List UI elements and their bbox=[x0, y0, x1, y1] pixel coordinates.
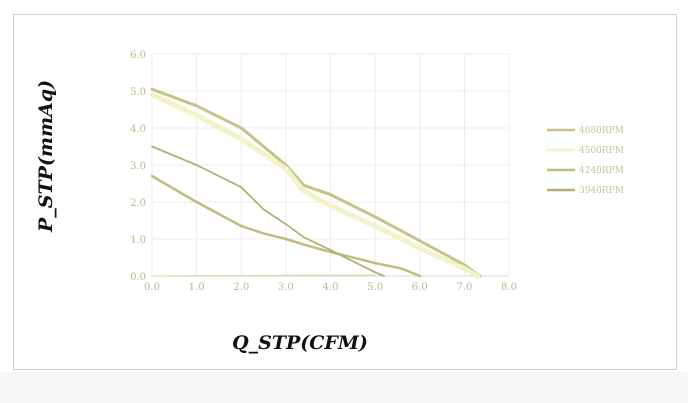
x-tick-label-6: 6.0 bbox=[412, 282, 428, 293]
series-line-1 bbox=[149, 92, 481, 279]
y-tick-label-2: 2.0 bbox=[130, 198, 146, 209]
y-tick-label-3: 3.0 bbox=[130, 161, 146, 172]
bottom-band bbox=[0, 372, 688, 403]
legend-label-3: 3940RPM bbox=[579, 186, 624, 196]
x-axis-label: Q_STP(CFM) bbox=[232, 332, 368, 354]
series-line-4 bbox=[151, 274, 376, 277]
series-line-3 bbox=[151, 145, 385, 277]
y-tick-label-1: 1.0 bbox=[130, 235, 146, 246]
legend-label-0: 4680RPM bbox=[579, 126, 624, 136]
y-tick-label-4: 4.0 bbox=[130, 124, 146, 135]
x-tick-label-5: 5.0 bbox=[367, 282, 383, 293]
y-tick-label-5: 5.0 bbox=[130, 87, 146, 98]
tick-layer: 0.0 1.0 2.0 3.0 4.0 5.0 6.0 7.0 8.0 0.0 1.0 2.0 3.0 4… bbox=[130, 50, 517, 293]
y-axis-label: P_STP(mmAq) bbox=[35, 80, 57, 233]
x-tick-label-7: 7.0 bbox=[456, 282, 472, 293]
grid-layer bbox=[151, 53, 510, 277]
x-tick-label-8: 8.0 bbox=[501, 282, 517, 293]
legend-label-1: 4500RPM bbox=[579, 146, 624, 156]
series-line-2 bbox=[150, 174, 422, 278]
legend: 4680RPM 4500RPM 4240RPM 3940RPM bbox=[547, 126, 624, 196]
x-tick-label-0: 0.0 bbox=[144, 282, 160, 293]
series-line-0 bbox=[150, 87, 482, 278]
x-tick-label-3: 3.0 bbox=[278, 282, 294, 293]
x-tick-label-1: 1.0 bbox=[189, 282, 205, 293]
y-tick-label-0: 0.0 bbox=[130, 272, 146, 283]
x-tick-label-4: 4.0 bbox=[323, 282, 339, 293]
legend-label-2: 4240RPM bbox=[579, 166, 624, 176]
y-tick-label-6: 6.0 bbox=[130, 50, 146, 61]
chart-frame bbox=[13, 14, 677, 370]
series-layer bbox=[149, 87, 482, 279]
x-tick-label-2: 2.0 bbox=[233, 282, 249, 293]
